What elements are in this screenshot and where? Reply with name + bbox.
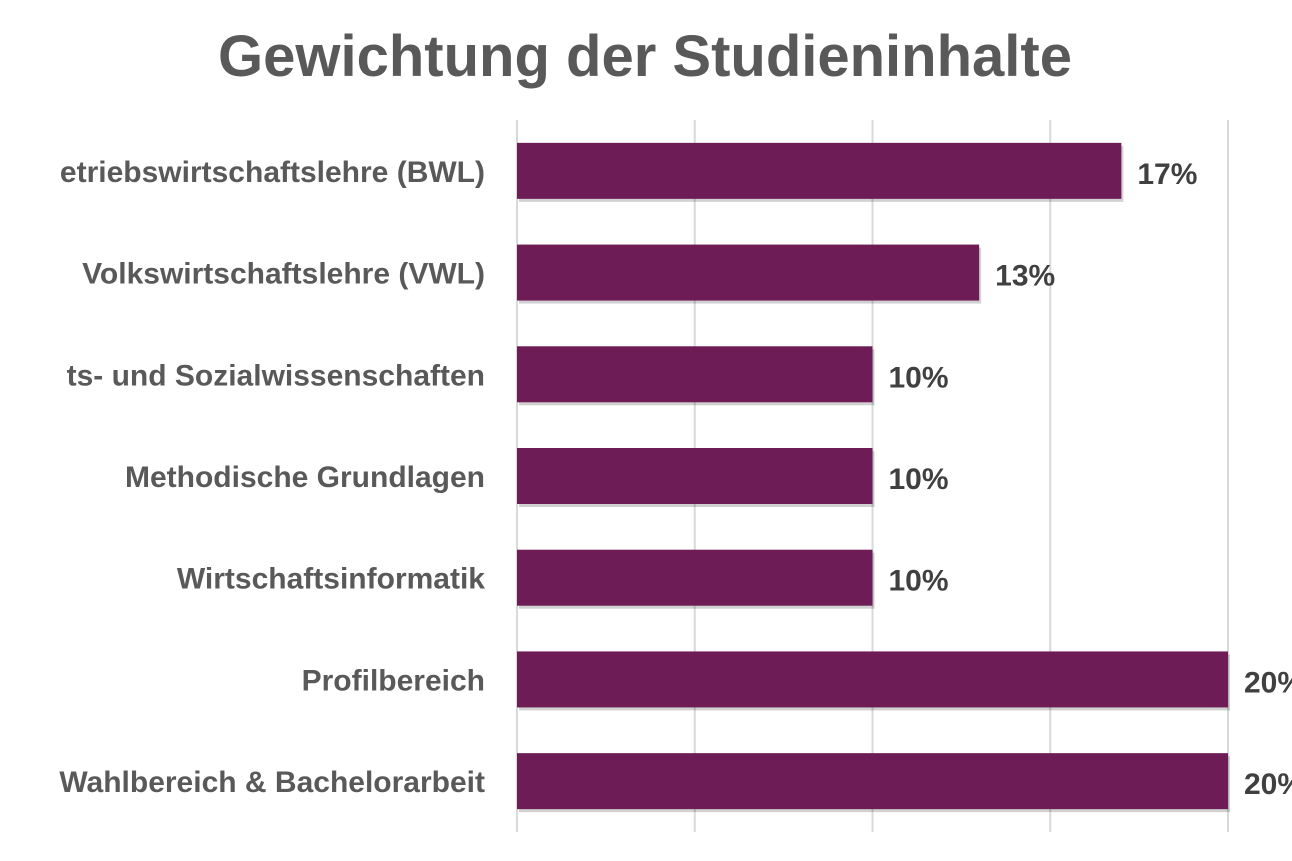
bar: [517, 753, 1228, 810]
category-label: Volkswirtschaftslehre (VWL): [82, 258, 485, 291]
bar: [517, 448, 873, 504]
data-label: 10%: [889, 565, 949, 598]
category-label: Profilbereich: [302, 664, 485, 697]
bar: [517, 142, 1122, 199]
data-label: 10%: [889, 463, 949, 496]
data-label: 13%: [995, 260, 1055, 293]
data-label: 17%: [1137, 158, 1197, 191]
category-label: Wahlbereich & Bachelorarbeit: [59, 766, 485, 799]
bar: [517, 549, 873, 606]
data-label: 10%: [889, 361, 949, 394]
bar: [517, 244, 980, 301]
data-label: 20%: [1244, 666, 1292, 699]
category-label: Wirtschaftsinformatik: [177, 563, 485, 596]
category-label: Methodische Grundlagen: [125, 461, 485, 494]
category-label: etriebswirtschaftslehre (BWL): [60, 156, 485, 189]
chart-title: Gewichtung der Studieninhalte: [218, 24, 1072, 89]
data-label: 20%: [1244, 768, 1292, 801]
bar: [517, 346, 873, 403]
bar: [517, 651, 1228, 708]
category-label: ts- und Sozialwissenschaften: [67, 359, 485, 392]
